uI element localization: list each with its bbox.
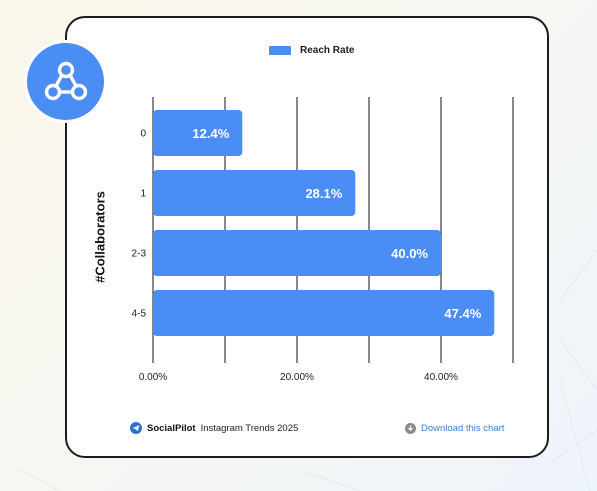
bar-value-label: 12.4%: [192, 126, 229, 141]
legend-label: Reach Rate: [300, 44, 355, 56]
y-tick-label: 2-3: [132, 249, 147, 260]
bar: [153, 230, 441, 276]
download-link-label[interactable]: Download this chart: [421, 423, 505, 434]
source-text: Instagram Trends 2025: [200, 422, 299, 434]
y-tick-label: 0: [140, 129, 146, 140]
bar-value-label: 47.4%: [444, 306, 481, 321]
collaboration-network-icon: [44, 61, 87, 100]
bar-value-label: 40.0%: [391, 246, 428, 261]
download-icon: [405, 423, 416, 434]
bar-value-label: 28.1%: [305, 186, 342, 201]
x-tick-label: 0.00%: [139, 372, 167, 383]
bar: [153, 170, 356, 216]
x-tick-label: 20.00%: [280, 372, 314, 383]
y-tick-label: 4-5: [132, 309, 147, 320]
collaboration-badge: [27, 43, 104, 120]
bar: [153, 290, 495, 336]
y-tick-label: 1: [140, 189, 146, 200]
legend-swatch: [269, 45, 291, 55]
telegram-logo-icon: [130, 422, 142, 434]
bar: [153, 110, 243, 156]
brand-name: SocialPilot: [147, 422, 196, 434]
x-tick-label: 40.00%: [424, 372, 458, 383]
chart-legend: Reach Rate: [269, 44, 354, 56]
download-chart-link[interactable]: Download this chart: [405, 423, 504, 434]
source-credit: SocialPilot Instagram Trends 2025: [130, 422, 298, 434]
